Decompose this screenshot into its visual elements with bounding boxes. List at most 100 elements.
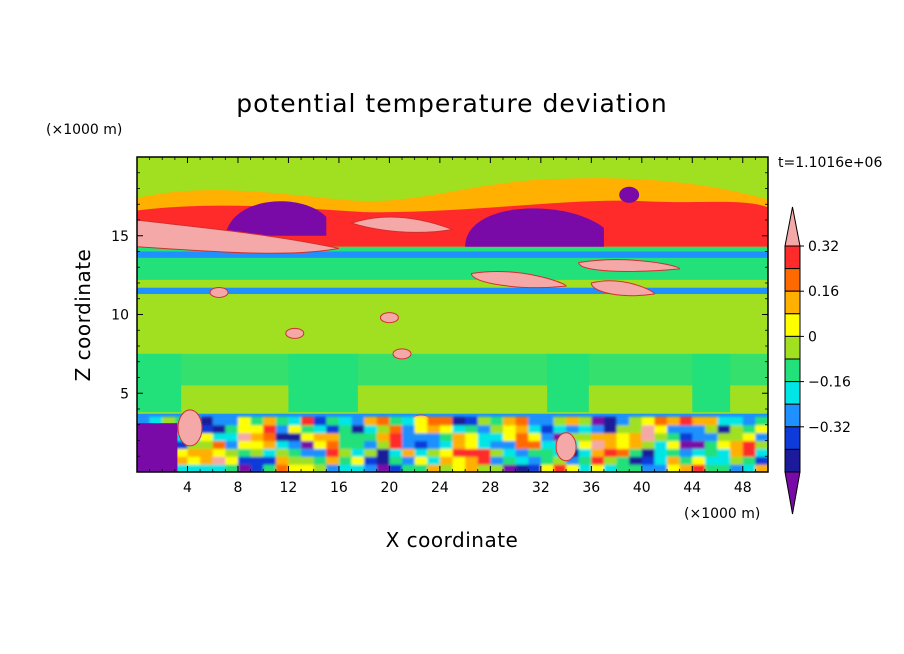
field-cell	[755, 448, 768, 457]
field-cell	[591, 440, 605, 449]
field-cell	[414, 456, 428, 465]
field-cell	[540, 464, 555, 472]
field-cell	[338, 432, 353, 442]
field-cell	[439, 432, 454, 442]
field-cell	[313, 464, 327, 472]
field-cell	[402, 432, 416, 442]
field-cell	[212, 448, 226, 457]
field-purple-surface	[137, 423, 178, 472]
field-cell	[351, 440, 365, 449]
x-tick-label: 4	[183, 480, 192, 496]
field-cell	[225, 440, 239, 449]
field-cell	[566, 456, 580, 465]
field-cell	[427, 432, 441, 442]
field-cell	[351, 432, 365, 442]
field-cell	[250, 448, 264, 457]
field-cell	[237, 464, 252, 472]
field-cell	[414, 464, 428, 472]
field-pink-surface-b	[555, 432, 577, 462]
field-cell	[225, 424, 239, 434]
time-label: t=1.1016e+06	[778, 155, 882, 171]
field-cell	[755, 424, 768, 434]
field-cell	[667, 448, 681, 457]
colorbar-box	[784, 245, 801, 270]
field-cell	[654, 424, 668, 434]
field-cell	[376, 456, 390, 465]
field-cell	[389, 464, 403, 472]
field-cell	[717, 416, 731, 426]
field-cell	[275, 416, 290, 426]
colorbar-box	[784, 290, 801, 315]
field-cell	[200, 440, 214, 449]
field-cell	[225, 456, 239, 465]
field-cell	[641, 440, 656, 449]
field-cell	[263, 448, 277, 457]
field-cell	[502, 456, 517, 465]
field-cell	[629, 424, 643, 434]
field-cell	[402, 424, 416, 434]
field-cell	[692, 464, 706, 472]
colorbar-label: 0.32	[808, 239, 839, 255]
field-cell	[452, 432, 466, 442]
field-cell	[212, 456, 226, 465]
field-cell	[540, 456, 555, 465]
field-cell	[237, 416, 252, 426]
field-cell	[250, 416, 264, 426]
field-cell	[301, 432, 315, 442]
field-cell	[389, 424, 403, 434]
y-tick-label: 10	[111, 308, 129, 324]
field-cell	[667, 440, 681, 449]
field-cell	[679, 448, 693, 457]
field-cell	[477, 416, 491, 426]
field-cell	[717, 432, 731, 442]
field-cell	[288, 424, 302, 434]
field-cell	[452, 424, 466, 434]
field-cell	[263, 424, 277, 434]
field-cell	[351, 448, 365, 457]
field-cell	[717, 440, 731, 449]
field-cell	[263, 440, 277, 449]
field-cell	[174, 448, 189, 457]
x-tick-label: 32	[532, 480, 550, 496]
field-cell	[616, 432, 630, 442]
field-cell	[730, 416, 744, 426]
field-cell	[313, 416, 327, 426]
field-cell	[427, 448, 441, 457]
field-cell	[275, 456, 290, 465]
field-pink_mid_right	[470, 271, 567, 289]
field-cell	[288, 456, 302, 465]
colorbar-box	[784, 335, 801, 360]
field-cell	[364, 416, 378, 426]
field-cell	[591, 424, 605, 434]
field-cell	[528, 456, 542, 465]
field-cell	[603, 456, 618, 465]
field-cell	[200, 456, 214, 465]
field-cell	[679, 432, 693, 442]
field-cell	[212, 440, 226, 449]
field-cell	[389, 448, 403, 457]
field-cell	[275, 440, 290, 449]
field-cell	[742, 456, 756, 465]
field-cell	[212, 432, 226, 442]
field-cell	[730, 432, 744, 442]
field-cell	[578, 448, 592, 457]
field-cell	[351, 424, 365, 434]
field-cell	[616, 464, 630, 472]
field-mid-patch	[288, 353, 358, 413]
field-cell	[591, 448, 605, 457]
field-pink-cell	[392, 348, 412, 360]
field-cell	[452, 440, 466, 449]
field-cell	[603, 416, 618, 426]
x-unit-label: (×1000 m)	[684, 506, 760, 522]
x-tick-label: 20	[380, 480, 398, 496]
field-cell	[667, 464, 681, 472]
x-axis-ticks: 4 8 12 16 20 24 28 32 36 40 44 48	[149, 157, 756, 496]
field-cell	[376, 464, 390, 472]
field-cell	[338, 416, 353, 426]
field-cell	[326, 416, 340, 426]
field-purple_blob_left	[225, 201, 327, 236]
field-cell	[629, 456, 643, 465]
field-cell	[326, 424, 340, 434]
field-cell	[704, 440, 719, 449]
field-cell	[755, 440, 768, 449]
